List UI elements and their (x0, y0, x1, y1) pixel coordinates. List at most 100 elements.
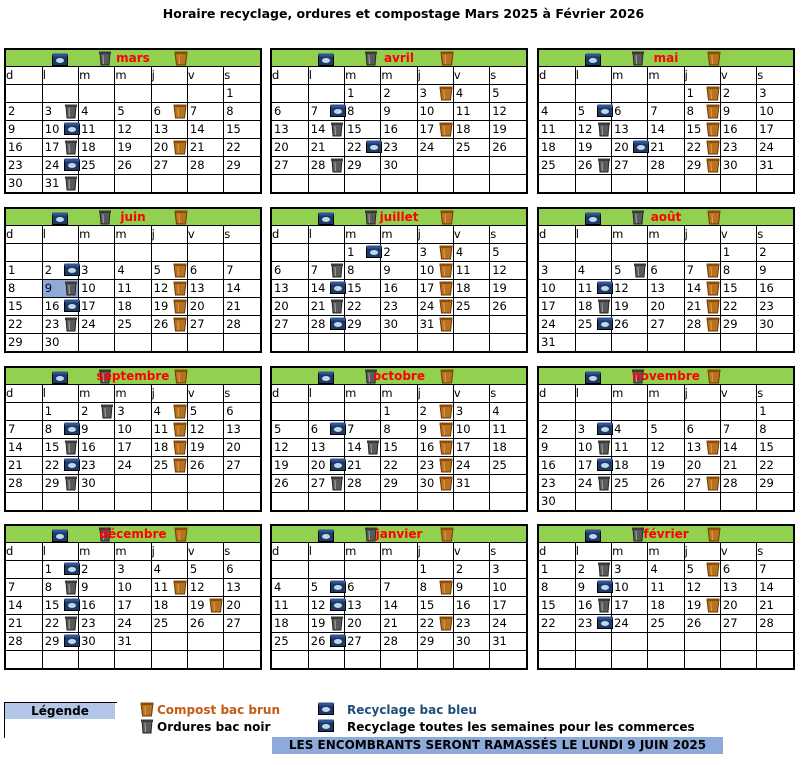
day-number (418, 652, 420, 666)
day-cell: 26 (186, 614, 224, 633)
day-cell (272, 560, 309, 579)
day-cell: 29 (683, 156, 721, 175)
day-cell: 2 (41, 261, 81, 280)
day-number: 12 (577, 122, 593, 136)
day-cell: 29 (344, 315, 381, 334)
day-cell (41, 650, 79, 668)
day-number: 21 (686, 299, 702, 313)
day-number: 5 (189, 562, 198, 576)
week-row: 1 2 3 4 5 6 (6, 560, 260, 579)
garbage-bin-icon (330, 263, 344, 278)
month-table: d l m m j v s 1 2 3 4 5 6 7 8 9 10 11 12 13 14 15 16 17 18 19 20 21… (6, 543, 260, 668)
day-icons (597, 597, 611, 614)
compost-bin-icon (439, 122, 453, 137)
week-row: 13 14 15 16 17 18 19 (272, 279, 526, 298)
day-number (309, 86, 311, 100)
day-number (345, 404, 347, 418)
day-cell (307, 333, 345, 351)
day-number: 15 (347, 281, 362, 295)
day-number: 20 (153, 140, 169, 154)
day-number: 3 (577, 422, 586, 436)
day-cell: 7 (223, 261, 260, 280)
day-icons (706, 262, 720, 279)
day-number: 14 (226, 281, 241, 295)
week-row: 21 22 23 24 25 26 27 (6, 614, 260, 633)
day-number: 22 (419, 616, 435, 630)
day-number: 10 (419, 104, 435, 118)
day-number: 19 (577, 140, 593, 154)
day-cell: 11 (611, 438, 648, 457)
day-number: 11 (455, 263, 471, 277)
day-number: 15 (44, 598, 60, 612)
day-cell: 20 (683, 456, 721, 475)
day-number: 17 (455, 440, 471, 454)
day-number: 18 (577, 299, 593, 313)
day-icons (633, 139, 650, 156)
month-header-icons (6, 368, 260, 384)
day-cell: 19 (489, 279, 526, 298)
day-cell: 13 (611, 120, 648, 139)
day-cell: 11 (452, 261, 490, 280)
day-number: 15 (44, 440, 60, 454)
day-number: 8 (8, 281, 16, 295)
day-cell: 20 (223, 596, 260, 615)
day-cell (380, 492, 418, 510)
garbage-bin-icon (98, 527, 112, 542)
day-number: 16 (759, 281, 774, 295)
day-cell: 25 (150, 456, 188, 475)
day-number (490, 494, 492, 508)
recycling-bin-icon (330, 458, 347, 473)
recycling-bin-icon (318, 51, 334, 66)
day-cell: 13 (150, 120, 188, 139)
day-number: 6 (274, 263, 282, 277)
day-icons (64, 175, 78, 192)
weekday-label: d (539, 543, 576, 561)
day-cell: 23 (380, 138, 418, 157)
day-cell: 19 (574, 138, 612, 157)
day-cell: 10 (416, 261, 454, 280)
day-number: 10 (492, 580, 507, 594)
day-number (381, 652, 383, 666)
day-number: 6 (226, 404, 234, 418)
day-number: 25 (153, 616, 169, 630)
day-cell: 14 (719, 438, 757, 457)
day-icons (173, 403, 187, 420)
day-number: 4 (455, 245, 464, 259)
day-cell: 3 (452, 402, 490, 421)
day-cell: 6 (719, 560, 757, 579)
recycling-bin-icon (366, 140, 383, 155)
weekday-label: v (452, 226, 490, 244)
day-cell: 6 (344, 578, 381, 597)
day-number (576, 404, 578, 418)
weekday-label: d (6, 67, 43, 85)
day-cell: 17 (114, 596, 152, 615)
day-number (309, 494, 311, 508)
day-icons (330, 157, 344, 174)
day-icons (330, 316, 347, 333)
day-number: 23 (722, 140, 738, 154)
day-cell (683, 174, 721, 192)
day-cell: 3 (489, 560, 526, 579)
day-cell: 16 (6, 138, 43, 157)
compost-bin-icon (439, 299, 453, 314)
day-number: 9 (8, 122, 16, 136)
month-name: février (643, 527, 689, 541)
day-cell (380, 650, 418, 668)
day-cell: 15 (344, 120, 381, 139)
compost-bin-icon (706, 281, 720, 296)
week-row: 7 8 9 10 11 12 13 (6, 420, 260, 439)
day-number: 11 (81, 122, 96, 136)
weekday-label: d (272, 67, 309, 85)
day-icons (439, 615, 453, 632)
day-cell: 12 (683, 578, 721, 597)
compost-bin-icon (707, 51, 721, 66)
day-cell: 2 (452, 560, 490, 579)
day-cell (150, 632, 188, 651)
week-row: 27 28 29 30 31 (272, 315, 526, 334)
day-number: 25 (541, 158, 556, 172)
day-icons (330, 262, 344, 279)
day-cell: 25 (574, 315, 614, 334)
day-cell (539, 651, 575, 669)
day-number: 12 (189, 422, 205, 436)
